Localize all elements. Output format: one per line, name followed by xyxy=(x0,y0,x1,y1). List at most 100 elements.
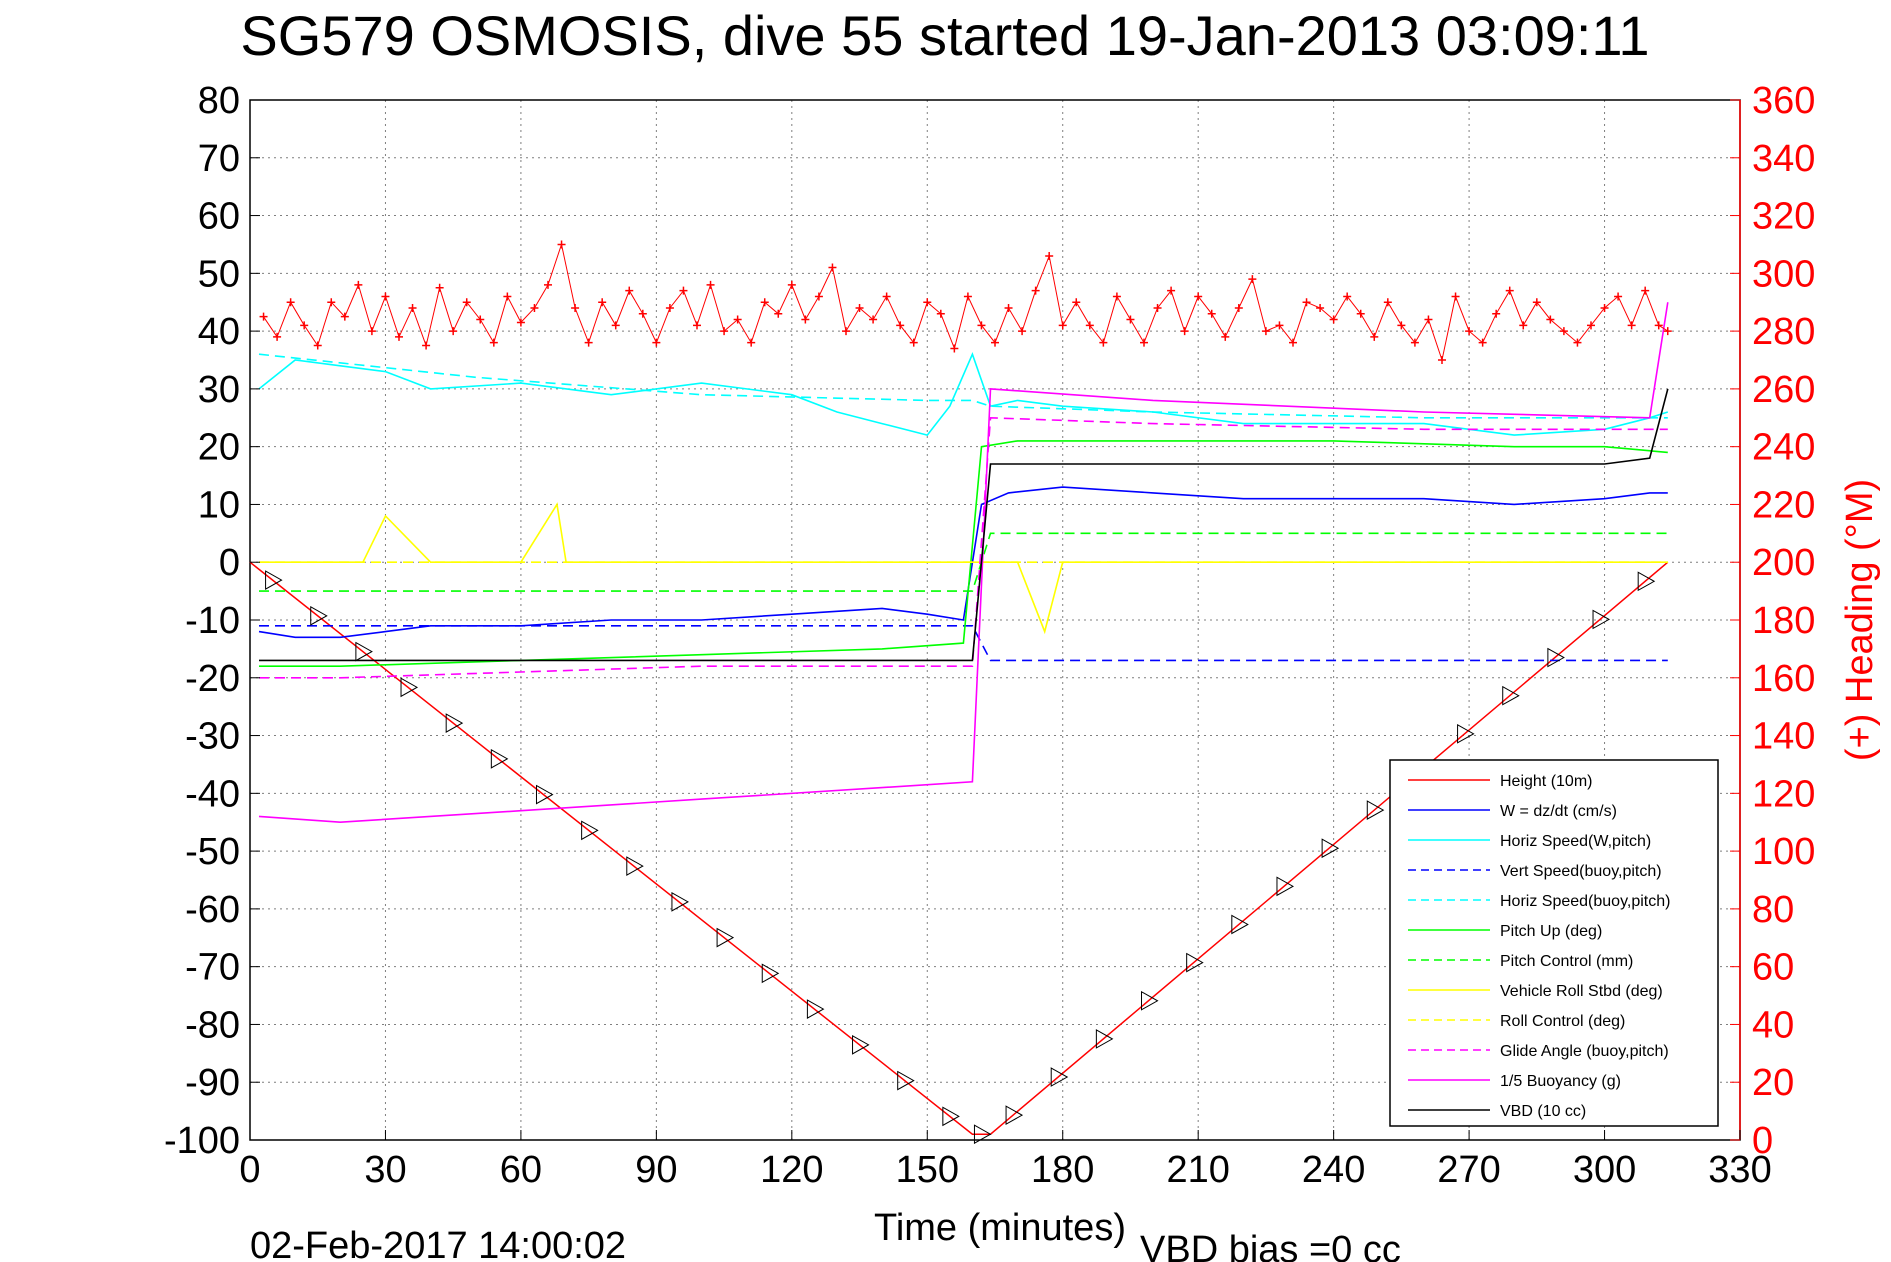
heading-point xyxy=(625,286,634,295)
y-right-tick-label: 320 xyxy=(1752,196,1815,238)
heading-point xyxy=(679,286,688,295)
y-right-tick-label: 300 xyxy=(1752,253,1815,295)
heading-point xyxy=(1248,275,1257,284)
heading-point xyxy=(1099,338,1108,347)
heading-point xyxy=(787,280,796,289)
y-tick-label: 10 xyxy=(198,484,240,526)
x-tick-label: 90 xyxy=(635,1149,677,1191)
series-pitch_up-line xyxy=(259,440,1668,668)
x-tick-label: 300 xyxy=(1573,1149,1636,1191)
heading-point xyxy=(665,304,674,312)
legend-label-horiz_buoy: Horiz Speed(buoy,pitch) xyxy=(1500,893,1670,910)
depth-marker xyxy=(1095,1029,1114,1049)
heading-point xyxy=(1451,292,1460,301)
legend-label-pitch_ctrl: Pitch Control (mm) xyxy=(1500,953,1633,970)
heading-point xyxy=(1140,338,1148,347)
heading-point xyxy=(760,298,769,307)
heading-point xyxy=(313,341,322,350)
heading-point xyxy=(516,318,525,327)
y-tick-label: -90 xyxy=(185,1062,240,1104)
heading-point xyxy=(869,315,878,324)
depth-marker xyxy=(761,963,780,984)
heading-point xyxy=(503,292,512,301)
y-right-tick-label: 40 xyxy=(1752,1004,1794,1046)
heading-point xyxy=(1478,338,1487,347)
y-tick-label: -80 xyxy=(185,1004,240,1046)
y-tick-label: 30 xyxy=(198,369,240,411)
y-right-tick-label: 260 xyxy=(1752,369,1815,411)
heading-point xyxy=(1627,321,1636,330)
legend-label-roll_ctrl: Roll Control (deg) xyxy=(1500,1013,1625,1030)
heading-point xyxy=(354,280,363,289)
x-axis-ticks: 0 30 60 90 120 150 180 210 240 270 300 330 xyxy=(239,1130,1772,1191)
heading-point xyxy=(1614,292,1623,301)
heading-point xyxy=(530,304,539,312)
heading-point xyxy=(544,280,552,289)
legend-label-roll: Vehicle Roll Stbd (deg) xyxy=(1500,983,1663,1000)
heading-point xyxy=(462,298,471,307)
y-tick-label: -100 xyxy=(164,1120,240,1162)
heading-point xyxy=(367,327,376,336)
heading-point xyxy=(1234,304,1243,312)
heading-point xyxy=(598,298,607,307)
heading-point xyxy=(1329,315,1338,324)
heading-point xyxy=(638,309,647,318)
heading-point xyxy=(1573,338,1582,347)
heading-point xyxy=(720,327,729,336)
heading-point xyxy=(909,338,918,347)
heading-point xyxy=(1289,338,1297,347)
heading-point xyxy=(882,292,891,301)
y-tick-label: 40 xyxy=(198,311,240,353)
legend-label-vbd: VBD (10 cc) xyxy=(1500,1103,1586,1120)
series-glide-line xyxy=(259,416,1668,679)
x-tick-label: 0 xyxy=(239,1149,260,1191)
y-right-tick-label: 100 xyxy=(1752,831,1815,873)
depth-marker xyxy=(897,1070,915,1091)
heading-point xyxy=(693,321,701,330)
heading-point xyxy=(1519,321,1528,330)
heading-point xyxy=(1085,321,1094,330)
depth-marker xyxy=(1457,723,1475,744)
series-layer xyxy=(249,302,1669,1135)
x-tick-label: 150 xyxy=(896,1149,959,1191)
y-tick-label: -40 xyxy=(185,773,240,815)
depth-marker xyxy=(973,1124,992,1145)
heading-point xyxy=(489,338,498,347)
heading-point xyxy=(1153,304,1162,312)
heading-point xyxy=(1316,304,1325,312)
y-tick-label: 20 xyxy=(198,427,240,469)
depth-marker xyxy=(716,927,735,948)
depth-marker xyxy=(852,1034,870,1055)
y-right-tick-label: 180 xyxy=(1752,600,1815,642)
heading-point xyxy=(1058,321,1067,330)
heading-point xyxy=(855,304,864,312)
depth-marker xyxy=(942,1106,960,1127)
x-tick-label: 240 xyxy=(1302,1149,1365,1191)
y-right-tick-label: 220 xyxy=(1752,484,1815,526)
heading-point xyxy=(747,338,756,347)
heading-point xyxy=(1261,327,1270,336)
heading-point xyxy=(842,327,850,336)
heading-point xyxy=(977,321,986,330)
y-axis-right-label: (+) Heading (°M) xyxy=(1839,479,1881,761)
heading-point xyxy=(1167,286,1176,295)
heading-point xyxy=(1126,315,1135,324)
legend-box xyxy=(1389,759,1719,1127)
x-tick-label: 210 xyxy=(1166,1149,1229,1191)
depth-marker xyxy=(265,570,283,590)
heading-point xyxy=(706,280,715,289)
heading-point xyxy=(449,327,458,336)
y-tick-label: -60 xyxy=(185,889,240,931)
heading-point xyxy=(1397,321,1406,330)
depth-marker xyxy=(490,748,509,769)
heading-point xyxy=(1424,315,1433,324)
x-tick-label: 120 xyxy=(760,1149,823,1191)
x-tick-label: 30 xyxy=(364,1149,406,1191)
heading-point xyxy=(1004,304,1013,312)
depth-marker xyxy=(626,856,644,876)
y-right-tick-label: 80 xyxy=(1752,889,1794,931)
y-right-tick-label: 340 xyxy=(1752,138,1815,180)
heading-point xyxy=(963,292,972,301)
heading-point xyxy=(1465,327,1474,336)
heading-point xyxy=(801,315,810,324)
